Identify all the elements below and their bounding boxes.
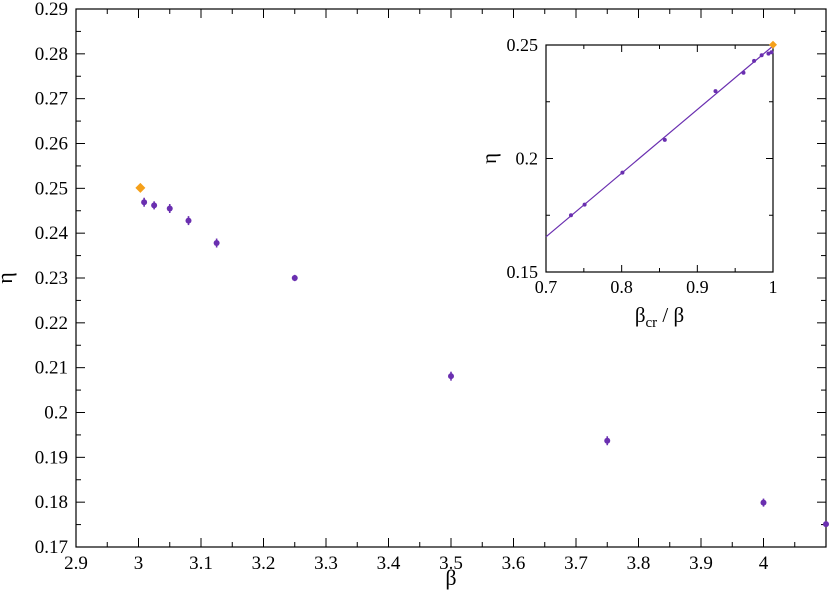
inset-plot: 0.7 0.8 0.9 1 0.15 0.2 0.25 βcr / β η (477, 35, 778, 331)
main-y-axis-label: η (0, 272, 17, 284)
main-x-tick-label: 3.9 (689, 553, 713, 574)
inset-data-point (713, 89, 718, 94)
main-x-axis-label: β (445, 565, 456, 590)
main-data-point (823, 521, 829, 528)
main-y-tick-label: 0.17 (35, 537, 68, 558)
inset-x-axis-label-main: β (635, 303, 646, 327)
main-data-point (760, 499, 767, 506)
inset-x-tick-label: 0.8 (610, 277, 633, 297)
inset-data-point (759, 53, 764, 58)
inset-x-axis-label-sub: cr (646, 315, 658, 331)
inset-data-point (582, 202, 587, 207)
main-x-tick-label: 3.3 (314, 553, 338, 574)
inset-y-tick-label: 0.15 (507, 262, 539, 282)
inset-y-tick-label: 0.25 (507, 35, 539, 55)
main-x-tick-label: 3.8 (627, 553, 651, 574)
inset-y-axis-label: η (477, 153, 501, 164)
main-y-tick-label: 0.24 (35, 223, 69, 244)
main-data-point (141, 199, 148, 206)
inset-plot-frame (545, 44, 774, 273)
inset-data-point (662, 137, 667, 142)
inset-data-point (766, 51, 771, 56)
main-y-tick-label: 0.23 (35, 268, 68, 289)
inset-y-tick-label: 0.2 (516, 149, 539, 169)
main-y-tick-label: 0.2 (44, 403, 68, 424)
main-y-tick-label: 0.22 (35, 313, 68, 334)
inset-x-axis-label: βcr / β (635, 303, 684, 331)
main-y-tick-label: 0.29 (35, 0, 68, 20)
inset-data-point (620, 170, 625, 175)
main-y-tick-label: 0.28 (35, 44, 68, 65)
inset-x-tick-label: 1 (769, 277, 778, 297)
inset-data-point (741, 70, 746, 75)
inset-x-tick-label: 0.9 (686, 277, 709, 297)
main-diamond-point (135, 182, 146, 193)
inset-diamond-point (769, 40, 777, 49)
main-x-tick-label: 3.1 (189, 553, 213, 574)
main-x-tick-label: 3.2 (252, 553, 276, 574)
main-x-tick-label: 3.7 (564, 553, 588, 574)
main-data-point (185, 217, 192, 224)
main-data-point (604, 437, 611, 444)
main-x-tick-label: 3.5 (439, 553, 463, 574)
main-y-tick-label: 0.21 (35, 358, 68, 379)
main-data-point (291, 275, 298, 281)
main-y-tick-label: 0.19 (35, 447, 68, 468)
main-x-tick-label: 2.9 (64, 553, 88, 574)
main-y-tick-label: 0.18 (35, 492, 68, 513)
main-x-tick-label: 3.6 (502, 553, 526, 574)
inset-data-point (568, 213, 573, 218)
inset-x-tick-label: 0.7 (535, 277, 558, 297)
main-x-tick-label: 4 (759, 553, 769, 574)
main-x-tick-label: 3 (134, 553, 144, 574)
main-y-tick-label: 0.27 (35, 89, 68, 110)
inset-data-point (752, 58, 757, 63)
main-x-tick-label: 3.4 (377, 553, 401, 574)
main-data-point (448, 373, 454, 380)
main-data-point (166, 205, 173, 212)
main-y-tick-label: 0.25 (35, 178, 68, 199)
inset-data-point (769, 50, 774, 55)
inset-x-axis-label-rest: / β (657, 303, 684, 327)
main-data-point (151, 202, 158, 209)
main-y-tick-label: 0.26 (35, 134, 68, 155)
main-data-point (213, 240, 220, 247)
